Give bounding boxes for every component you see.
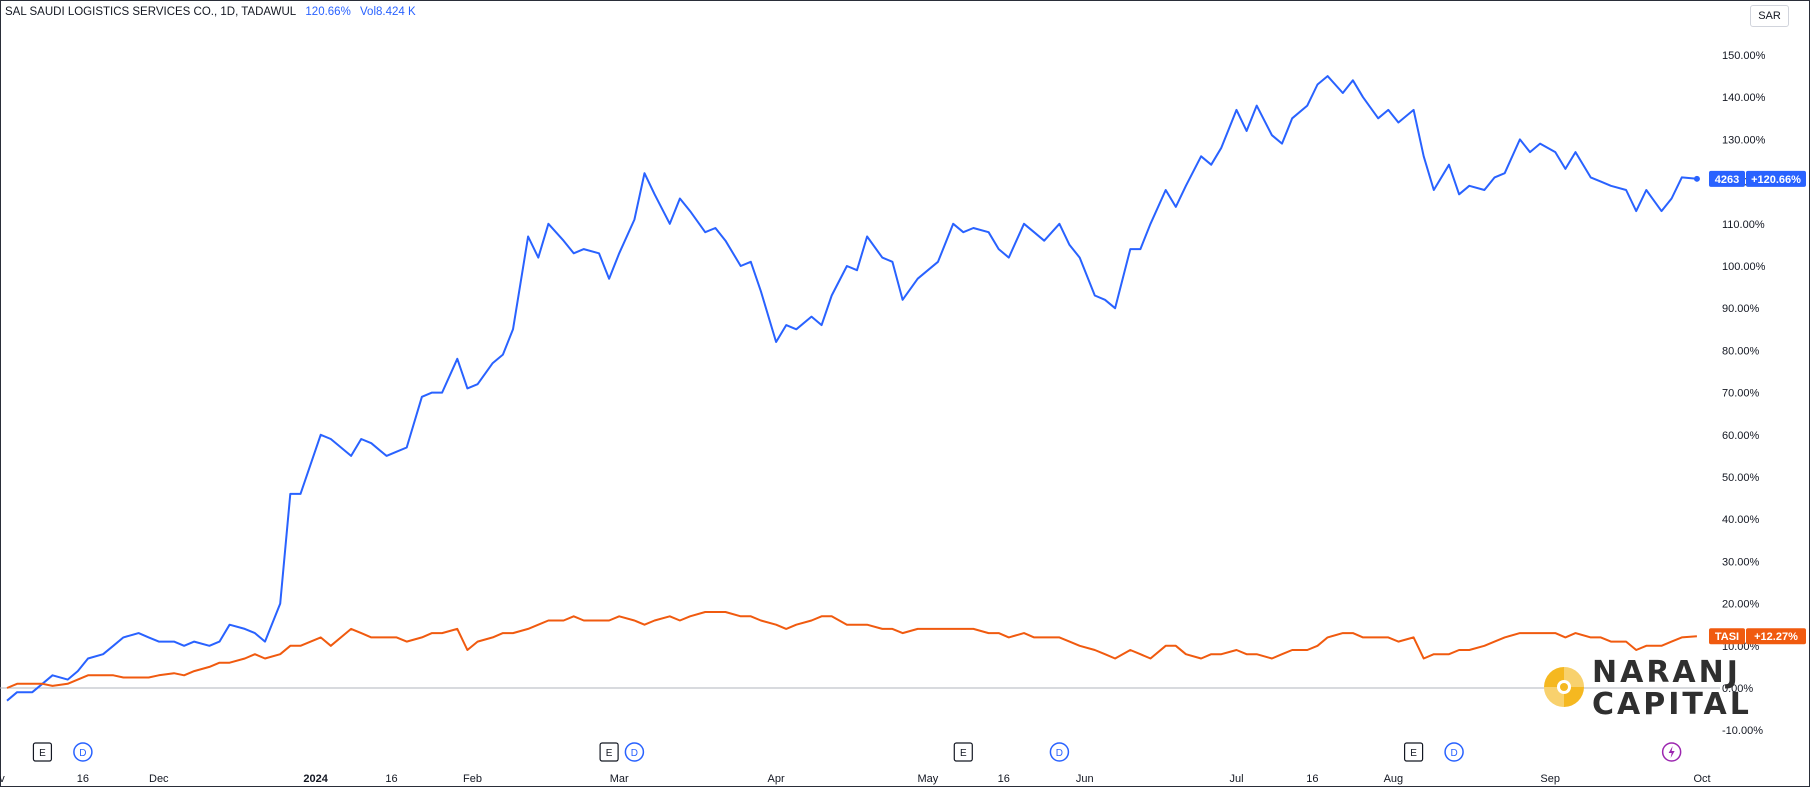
- series-layer: [6, 75, 1700, 702]
- x-tick-label: 2024: [303, 773, 328, 785]
- series-last-point: [1693, 175, 1700, 182]
- badge-symbol: TASI: [1715, 631, 1739, 643]
- dividend-marker-circle: [73, 742, 93, 762]
- x-tick-label: May: [917, 773, 938, 785]
- earnings-marker-label: E: [606, 748, 613, 759]
- lightning-icon[interactable]: [1661, 742, 1682, 762]
- chart-header: SAL SAUDI LOGISTICS SERVICES CO., 1D, TA…: [5, 6, 422, 18]
- y-tick-label: 20.00%: [1722, 599, 1760, 611]
- dividend-marker[interactable]: D: [624, 742, 645, 762]
- earnings-marker-label: E: [1410, 748, 1417, 759]
- symbol-title: SAL SAUDI LOGISTICS SERVICES CO., 1D, TA…: [5, 6, 297, 18]
- naranj-capital-logo: NARANJ CAPITAL: [1540, 655, 1749, 721]
- volume-value: 8.424 K: [376, 6, 416, 18]
- earnings-marker[interactable]: E: [599, 742, 619, 762]
- y-tick-label: 40.00%: [1722, 514, 1760, 526]
- price-badge-tasi: TASI +12.27%: [1709, 628, 1806, 645]
- x-tick-label: Jul: [1229, 773, 1243, 785]
- volume-readout: Vol8.424 K: [360, 6, 416, 18]
- earnings-marker[interactable]: E: [32, 742, 53, 762]
- earnings-marker-box: [599, 742, 619, 762]
- y-tick-label: 150.00%: [1722, 50, 1766, 62]
- y-tick-label: 60.00%: [1722, 430, 1760, 442]
- badge-value: +12.27%: [1754, 631, 1798, 643]
- earnings-marker[interactable]: E: [953, 742, 973, 762]
- dividend-marker-label: D: [631, 748, 638, 759]
- x-axis: v 16 Dec 2024 16 Feb Mar Apr May 16 Jun Jul 16 Aug Sep…: [0, 773, 1711, 785]
- y-tick-label: 80.00%: [1722, 345, 1760, 357]
- earnings-marker-label: E: [39, 748, 46, 759]
- badge-value-bg: [1746, 170, 1806, 187]
- y-axis: 150.00%140.00%130.00%120.00%110.00%100.0…: [1722, 50, 1766, 737]
- x-tick-label: 16: [1306, 773, 1318, 785]
- dividend-marker[interactable]: D: [1049, 742, 1070, 762]
- logo-line2: CAPITAL: [1592, 687, 1752, 722]
- y-tick-label: 70.00%: [1722, 388, 1760, 400]
- badge-value: +120.66%: [1751, 174, 1801, 186]
- price-badge-4263: 4263 +120.66%: [1709, 170, 1806, 187]
- dividend-marker[interactable]: D: [73, 742, 93, 762]
- y-tick-label: 130.00%: [1722, 134, 1766, 146]
- x-tick-label: Apr: [768, 773, 785, 785]
- badge-symbol-bg: [1709, 170, 1745, 187]
- badge-symbol-bg: [1709, 628, 1745, 645]
- price-badges: 4263 +120.66% TASI +12.27%: [1709, 170, 1806, 645]
- volume-label: Vol: [360, 6, 377, 18]
- earnings-marker-box: [32, 742, 53, 762]
- logo-mark-icon: [1544, 667, 1584, 707]
- y-tick-label: 30.00%: [1722, 556, 1760, 568]
- x-tick-label: 16: [77, 773, 89, 785]
- earnings-marker-label: E: [960, 748, 967, 759]
- x-tick-label: Dec: [149, 773, 169, 785]
- dividend-marker-circle: [1444, 742, 1464, 762]
- logo-text: NARANJ CAPITAL: [1592, 657, 1752, 721]
- x-tick-label: Mar: [610, 773, 629, 785]
- logo-line1: NARANJ: [1592, 655, 1741, 690]
- y-tick-label: 90.00%: [1722, 303, 1760, 315]
- dividend-marker-circle: [624, 742, 645, 762]
- y-tick-label: 0.00%: [1722, 683, 1753, 695]
- dividend-marker-label: D: [1450, 748, 1457, 759]
- y-tick-label: 140.00%: [1722, 92, 1766, 104]
- badge-value-bg: [1746, 628, 1806, 645]
- y-tick-label: 50.00%: [1722, 472, 1760, 484]
- dividend-marker-label: D: [1056, 748, 1063, 759]
- y-tick-label: 110.00%: [1722, 219, 1765, 231]
- dividend-marker[interactable]: D: [1444, 742, 1464, 762]
- series-line-tasi[interactable]: [6, 611, 1697, 689]
- x-tick-label: 16: [998, 773, 1010, 785]
- currency-button[interactable]: SAR: [1750, 5, 1789, 27]
- x-tick-label: Jun: [1076, 773, 1094, 785]
- y-tick-label: 100.00%: [1722, 261, 1766, 273]
- x-tick-label: Aug: [1384, 773, 1404, 785]
- x-tick-label: 16: [385, 773, 397, 785]
- x-tick-label: Sep: [1540, 773, 1560, 785]
- x-tick-label: v: [0, 773, 5, 785]
- x-tick-label: Oct: [1693, 773, 1710, 785]
- earnings-marker-box: [1403, 742, 1424, 762]
- lightning-bolt-shape: [1668, 746, 1675, 758]
- y-tick-label: -10.00%: [1722, 725, 1763, 737]
- dividend-marker-label: D: [79, 748, 86, 759]
- dividend-marker-circle: [1049, 742, 1070, 762]
- badge-symbol: 4263: [1715, 174, 1739, 186]
- earnings-marker-box: [953, 742, 973, 762]
- change-percent: 120.66%: [305, 6, 351, 18]
- x-tick-label: Feb: [463, 773, 482, 785]
- series-line-4263[interactable]: [6, 75, 1697, 702]
- earnings-marker[interactable]: E: [1403, 742, 1424, 762]
